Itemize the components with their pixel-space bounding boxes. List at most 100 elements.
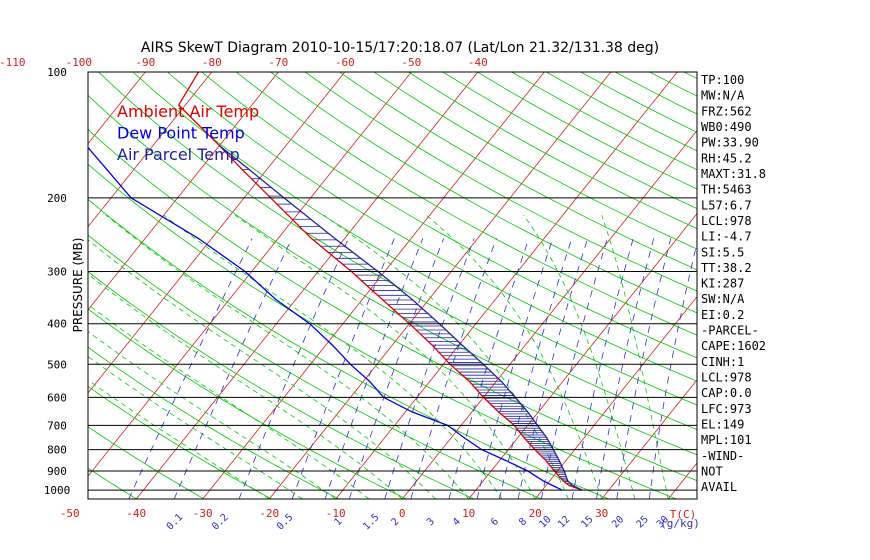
pressure-tick-label: 500 <box>47 358 67 371</box>
dry-adiabat-line <box>373 72 697 250</box>
profiles <box>88 72 583 491</box>
dry-adiabat-line <box>88 346 340 499</box>
top-temp-tick-label: -50 <box>401 56 421 69</box>
index-value: MPL:101 <box>701 433 752 447</box>
pressure-tick-label: 900 <box>47 465 67 478</box>
index-value: L57:6.7 <box>701 198 752 212</box>
series-air-parcel-temp <box>218 145 583 491</box>
moist-adiabat-line <box>88 356 303 499</box>
dry-adiabat-line <box>339 72 697 271</box>
mixing-ratio-line <box>291 238 395 499</box>
index-value: SW:N/A <box>701 292 745 306</box>
mixing-ratio-tick-label: 25 <box>635 514 651 530</box>
plot-frame <box>87 71 698 500</box>
mixing-ratio-line <box>540 238 608 499</box>
index-value: EI:0.2 <box>701 308 744 322</box>
background-lines <box>0 72 870 499</box>
index-value: EL:149 <box>701 418 744 432</box>
axis-labels: 1002003004005006007008009001000-120-110-… <box>0 56 671 533</box>
index-value: RH:45.2 <box>701 151 752 165</box>
dry-adiabat-line <box>167 72 697 382</box>
moist-adiabat-line <box>88 330 336 499</box>
bottom-temp-tick-label: 10 <box>462 507 475 520</box>
bottom-temp-tick-label: -10 <box>326 507 346 520</box>
dry-adiabat-line <box>132 72 697 406</box>
mixing-ratio-line <box>173 238 293 499</box>
index-value: -PARCEL- <box>701 324 759 338</box>
index-value: PW:33.90 <box>701 136 759 150</box>
mixing-ratio-tick-label: 15 <box>579 514 595 530</box>
cape-hatching <box>222 148 579 489</box>
isotherm-line <box>601 379 697 499</box>
chart-title: AIRS SkewT Diagram 2010-10-15/17:20:18.0… <box>141 40 659 56</box>
index-value: LI:-4.7 <box>701 230 752 244</box>
legend-entry: Air Parcel Temp <box>117 145 240 164</box>
dry-adiabat-line <box>201 72 697 359</box>
pressure-tick-label: 1000 <box>44 484 71 497</box>
index-value: CAPE:1602 <box>701 339 766 353</box>
mixing-ratio-tick-label: 0.1 <box>165 512 186 533</box>
dry-adiabat-line <box>753 72 870 499</box>
moist-adiabat-line <box>601 215 669 499</box>
pressure-tick-label: 700 <box>47 419 67 432</box>
dry-adiabat-line <box>98 72 697 431</box>
mixing-ratio-unit: (g/kg) <box>660 517 700 530</box>
bottom-temp-tick-label: -20 <box>259 507 279 520</box>
moist-adiabat-line <box>88 273 403 499</box>
moist-adiabat-line <box>163 214 503 499</box>
dry-adiabat-line <box>88 94 697 456</box>
dry-adiabat-line <box>511 72 697 171</box>
legend-entry: Dew Point Temp <box>117 124 245 143</box>
mixing-ratio-line <box>128 238 253 499</box>
index-value: SI:5.5 <box>701 245 744 259</box>
pressure-tick-label: 600 <box>47 391 67 404</box>
pressure-tick-label: 100 <box>47 66 67 79</box>
isotherm-line <box>268 72 612 499</box>
mixing-ratio-line <box>238 238 349 499</box>
top-temp-tick-label: -40 <box>468 56 488 69</box>
index-value: LCL:978 <box>701 371 752 385</box>
dry-adiabat-line <box>787 72 870 499</box>
isotherm-line <box>88 72 213 228</box>
index-value: KI:287 <box>701 277 744 291</box>
moist-adiabat-line <box>88 379 270 499</box>
dry-adiabat-line <box>270 72 697 314</box>
dry-adiabat-line <box>822 72 870 499</box>
dry-adiabat-line <box>88 467 137 499</box>
dry-adiabat-line <box>856 72 870 499</box>
mixing-ratio-tick-label: 20 <box>610 514 626 530</box>
moist-adiabat-line <box>88 239 436 499</box>
dry-adiabat-line <box>304 72 697 292</box>
mixing-ratio-line <box>348 238 445 499</box>
bottom-temp-tick-label: -30 <box>193 507 213 520</box>
isotherm-line <box>401 129 697 499</box>
mixing-ratio-line <box>324 238 424 499</box>
y-axis-label: PRESSURE (MB) <box>71 238 85 333</box>
mixing-ratio-line <box>649 241 697 499</box>
dry-adiabat-line <box>88 426 205 499</box>
isotherm-line <box>88 72 346 394</box>
top-temp-tick-label: -80 <box>202 56 222 69</box>
index-value: TH:5463 <box>701 183 752 197</box>
series-ambient-air-temp <box>177 72 583 491</box>
dry-adiabat-line <box>649 72 697 97</box>
index-value: MW:N/A <box>701 89 745 103</box>
isotherm-line <box>88 72 279 311</box>
isotherm-line <box>0 72 12 499</box>
mixing-ratio-tick-label: 12 <box>556 514 572 530</box>
isotherm-line <box>0 72 79 499</box>
pressure-tick-label: 800 <box>47 444 67 457</box>
isotherm-line <box>335 72 678 499</box>
x-axis-unit: T(C) <box>670 508 697 521</box>
mixing-ratio-tick-label: 0.2 <box>210 512 231 533</box>
mixing-ratio-line <box>517 238 588 499</box>
moist-adiabat-line <box>523 214 636 499</box>
dry-adiabat-line <box>88 163 677 499</box>
index-value: WB0:490 <box>701 120 752 134</box>
legend-entry: Ambient Air Temp <box>117 102 259 121</box>
dry-adiabat-line <box>88 385 272 499</box>
bottom-temp-tick-label: 30 <box>595 507 608 520</box>
mixing-ratio-line <box>410 238 497 499</box>
index-value: TP:100 <box>701 73 744 87</box>
